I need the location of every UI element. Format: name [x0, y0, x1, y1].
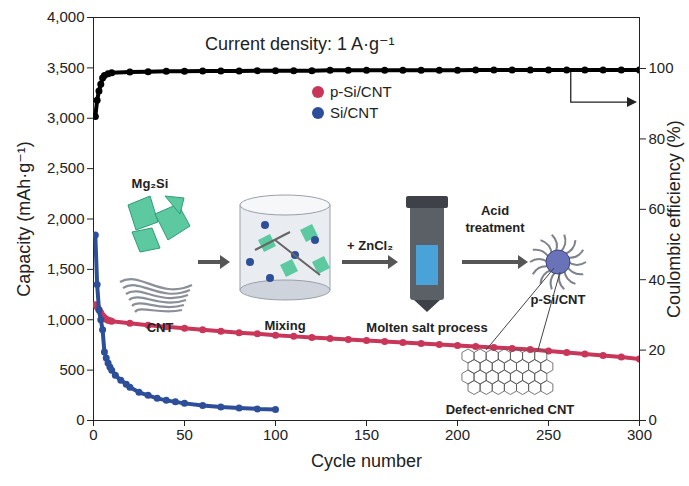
svg-text:Si/CNT: Si/CNT	[330, 104, 378, 121]
svg-text:0: 0	[649, 411, 657, 428]
svg-text:Mixing: Mixing	[264, 318, 305, 333]
svg-text:p-Si/CNT: p-Si/CNT	[531, 292, 586, 307]
svg-text:CNT: CNT	[147, 320, 174, 335]
svg-text:1,500: 1,500	[47, 260, 85, 277]
svg-text:80: 80	[648, 129, 666, 147]
svg-text:Molten salt process: Molten salt process	[366, 320, 487, 335]
svg-text:Capacity (mAh·g⁻¹): Capacity (mAh·g⁻¹)	[14, 141, 34, 297]
svg-text:Coulombic efficiency (%): Coulombic efficiency (%)	[664, 120, 684, 318]
svg-text:3,500: 3,500	[47, 59, 85, 76]
svg-text:2,500: 2,500	[47, 159, 85, 176]
svg-text:p-Si/CNT: p-Si/CNT	[330, 83, 392, 100]
svg-text:250: 250	[536, 426, 561, 443]
svg-text:3,000: 3,000	[47, 109, 85, 126]
svg-text:500: 500	[59, 361, 84, 378]
svg-text:100: 100	[263, 426, 288, 443]
svg-text:40: 40	[648, 270, 666, 288]
svg-text:50: 50	[176, 426, 193, 443]
svg-text:treatment: treatment	[465, 220, 525, 235]
svg-text:20: 20	[649, 341, 666, 358]
svg-text:0: 0	[76, 411, 84, 428]
svg-text:1,000: 1,000	[47, 311, 85, 328]
svg-text:0: 0	[89, 426, 97, 443]
svg-text:Acid: Acid	[481, 203, 509, 218]
svg-text:2,000: 2,000	[47, 210, 85, 227]
svg-text:Current density: 1 A·g⁻¹: Current density: 1 A·g⁻¹	[205, 34, 395, 54]
svg-text:100: 100	[649, 59, 674, 76]
svg-text:Mg₂Si: Mg₂Si	[132, 176, 169, 191]
svg-text:Cycle number: Cycle number	[311, 451, 422, 471]
svg-text:Defect-enriched CNT: Defect-enriched CNT	[446, 402, 575, 417]
svg-text:+ ZnCl₂: + ZnCl₂	[347, 238, 393, 253]
svg-text:300: 300	[627, 426, 652, 443]
svg-text:200: 200	[445, 426, 470, 443]
svg-text:60: 60	[648, 200, 666, 218]
svg-text:150: 150	[354, 426, 379, 443]
svg-text:4,000: 4,000	[47, 8, 85, 25]
